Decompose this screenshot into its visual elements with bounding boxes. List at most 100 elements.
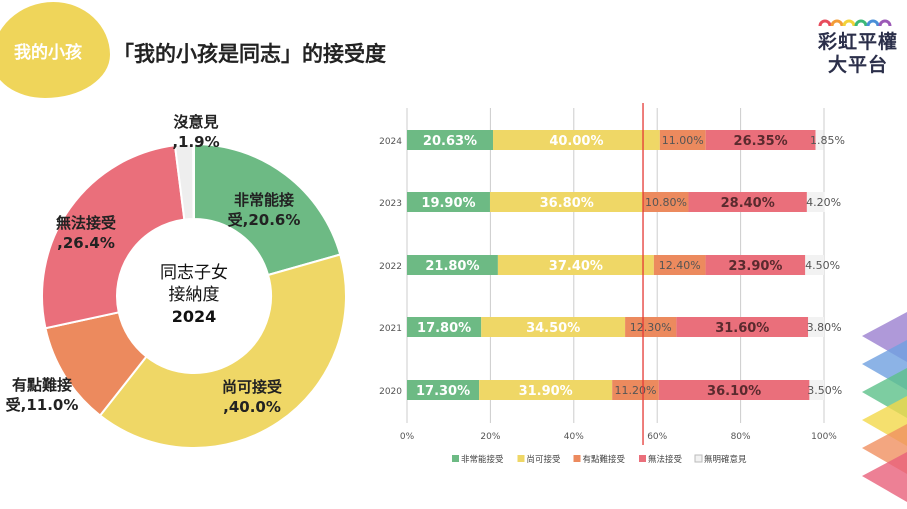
- bar-segment: [407, 192, 490, 212]
- legend-label: 有點難接受: [583, 454, 626, 465]
- data-label: 37.40%: [549, 259, 603, 274]
- slice-label: ,40.0%: [223, 398, 281, 416]
- x-tick-label: 100%: [811, 432, 837, 442]
- bar-segment: [659, 130, 706, 150]
- donut-slice: [193, 142, 342, 277]
- bar-segment: [809, 380, 824, 400]
- legend-label: 尚可接受: [527, 454, 562, 465]
- data-label: 23.90%: [728, 259, 782, 274]
- x-tick-label: 60%: [647, 432, 667, 442]
- bar-segment: [497, 255, 654, 275]
- logo-arc: [854, 19, 868, 27]
- data-label: 3.50%: [807, 384, 842, 397]
- logo-line1: 彩虹平權: [818, 31, 899, 53]
- data-label: 12.40%: [659, 259, 701, 272]
- bar-segment: [658, 380, 810, 400]
- slice-label: 非常能接: [234, 191, 294, 209]
- y-tick-label: 2022: [379, 262, 402, 272]
- data-label: 36.80%: [540, 196, 594, 211]
- slice-label: ,26.4%: [57, 234, 115, 252]
- data-label: 34.50%: [526, 321, 580, 336]
- x-tick-label: 0%: [400, 432, 415, 442]
- y-tick-label: 2024: [379, 137, 402, 147]
- data-label: 4.50%: [805, 259, 840, 272]
- data-label: 10.80%: [645, 196, 687, 209]
- section-tag: 我的小孩: [14, 43, 82, 63]
- data-label: 31.90%: [519, 384, 573, 399]
- bar-segment: [705, 255, 806, 275]
- logo: 彩虹平權 大平台: [818, 12, 898, 77]
- legend-label: 無法接受: [648, 454, 683, 465]
- legend-swatch: [452, 455, 459, 462]
- x-tick-label: 40%: [564, 432, 584, 442]
- bar-segment: [808, 317, 824, 337]
- y-tick-label: 2021: [379, 324, 402, 334]
- slice-label: ,1.9%: [172, 133, 219, 151]
- data-label: 21.80%: [425, 259, 479, 274]
- data-label: 12.30%: [630, 321, 672, 334]
- data-label: 40.00%: [549, 134, 603, 149]
- slice-label: 尚可接受: [222, 378, 282, 396]
- data-label: 20.63%: [423, 134, 477, 149]
- donut-slice: [98, 253, 347, 449]
- x-tick-label: 80%: [731, 432, 751, 442]
- data-label: 36.10%: [707, 384, 761, 399]
- donut-slice: [41, 144, 186, 330]
- data-label: 4.20%: [806, 196, 841, 209]
- data-label: 31.60%: [715, 321, 769, 336]
- bar-segment: [407, 130, 494, 150]
- bar-segment: [688, 192, 807, 212]
- bar-segment: [643, 192, 689, 212]
- legend-label: 無明確意見: [704, 454, 747, 465]
- data-label: 17.30%: [416, 384, 470, 399]
- logo-arc: [866, 19, 880, 27]
- bar-segment: [481, 317, 626, 337]
- bar-segment: [479, 380, 613, 400]
- legend-swatch: [573, 455, 581, 462]
- bar-segment: [407, 255, 498, 275]
- bar-segment: [805, 255, 824, 275]
- logo-arc: [818, 19, 832, 27]
- x-tick-label: 20%: [480, 432, 500, 442]
- ribbon-shape: [862, 452, 907, 502]
- logo-arc: [830, 19, 844, 27]
- tag-blob: [0, 2, 110, 98]
- bar-segment: [653, 255, 706, 275]
- legend-swatch: [517, 455, 525, 462]
- legend-label: 非常能接受: [461, 454, 504, 465]
- slice-label: 沒意見: [173, 113, 218, 131]
- slice-label: 受,11.0%: [6, 396, 79, 414]
- center-label: 接納度: [169, 285, 220, 305]
- data-label: 3.80%: [807, 321, 842, 334]
- bar-segment: [407, 380, 480, 400]
- data-label: 26.35%: [734, 134, 788, 149]
- data-label: 11.20%: [615, 384, 657, 397]
- y-tick-label: 2023: [379, 199, 402, 209]
- bar-segment: [815, 130, 824, 150]
- legend-swatch: [694, 454, 703, 463]
- bar-segment: [407, 317, 482, 337]
- data-label: 28.40%: [721, 196, 775, 211]
- slice-label: 受,20.6%: [228, 211, 301, 229]
- bar-segment: [493, 130, 660, 150]
- donut-chart: 非常能接受,20.6% 尚可接受 ,40.0% 有點難接受,11.0% 無法接受 ,26.…: [6, 113, 347, 449]
- data-label: 1.85%: [810, 134, 845, 147]
- data-label: 17.80%: [417, 321, 471, 336]
- logo-arc: [842, 19, 856, 27]
- logo-arc: [878, 19, 892, 27]
- bar-segment: [676, 317, 809, 337]
- y-tick-label: 2020: [379, 387, 402, 397]
- donut-slice: [173, 142, 195, 221]
- center-label: 2024: [172, 307, 217, 326]
- bar-segment: [806, 192, 825, 212]
- slice-label: 有點難接: [12, 376, 72, 394]
- bar-segment: [625, 317, 677, 337]
- data-label: 19.90%: [421, 196, 475, 211]
- slice-label: 無法接受: [56, 214, 116, 232]
- data-label: 11.00%: [662, 134, 704, 147]
- page-title: 「我的小孩是同志」的接受度: [113, 42, 386, 66]
- legend-swatch: [639, 455, 646, 462]
- bar-segment: [612, 380, 659, 400]
